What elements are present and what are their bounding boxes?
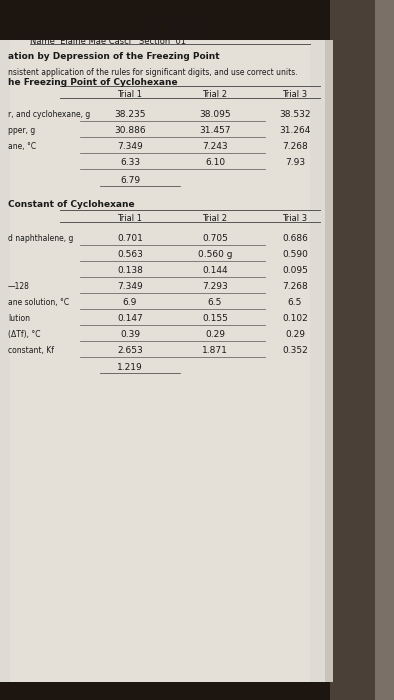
Text: 6.10: 6.10: [205, 158, 225, 167]
Text: 0.590: 0.590: [282, 250, 308, 259]
Text: 2.653: 2.653: [117, 346, 143, 355]
Text: 0.29: 0.29: [285, 330, 305, 339]
Text: Trial 2: Trial 2: [203, 214, 227, 223]
Text: pper, g: pper, g: [8, 126, 35, 135]
Text: 31.264: 31.264: [279, 126, 311, 135]
Text: 7.268: 7.268: [282, 282, 308, 291]
Bar: [0, 682, 394, 700]
Text: 7.243: 7.243: [202, 142, 228, 151]
Text: 0.155: 0.155: [202, 314, 228, 323]
Text: 7.268: 7.268: [282, 142, 308, 151]
Text: 0.701: 0.701: [117, 234, 143, 243]
Text: 7.349: 7.349: [117, 142, 143, 151]
Text: 31.457: 31.457: [199, 126, 231, 135]
Text: 0.095: 0.095: [282, 266, 308, 275]
Text: 0.144: 0.144: [202, 266, 228, 275]
Text: lution: lution: [8, 314, 30, 323]
Text: ation by Depression of the Freezing Point: ation by Depression of the Freezing Poin…: [8, 52, 219, 61]
Text: Trial 1: Trial 1: [117, 214, 143, 223]
Text: 38.095: 38.095: [199, 110, 231, 119]
Text: 7.349: 7.349: [117, 282, 143, 291]
Text: he Freezing Point of Cyclohexane: he Freezing Point of Cyclohexane: [8, 78, 178, 87]
Bar: [0, 0, 394, 40]
Text: 6.79: 6.79: [120, 176, 140, 185]
Text: 1.871: 1.871: [202, 346, 228, 355]
Text: ane solution, °C: ane solution, °C: [8, 298, 69, 307]
Text: 6.1   6.0  6.1: 6.1 6.0 6.1: [146, 18, 204, 27]
Text: 6.5: 6.5: [208, 298, 222, 307]
Text: 6.5: 6.5: [288, 298, 302, 307]
Text: Name  Elaine Mae Casci   Section  01: Name Elaine Mae Casci Section 01: [30, 37, 186, 46]
Text: Trial 1: Trial 1: [117, 90, 143, 99]
Bar: [0, 40, 330, 682]
Bar: [10, 40, 310, 682]
Text: 7.93: 7.93: [285, 158, 305, 167]
Text: r, and cyclohexane, g: r, and cyclohexane, g: [8, 110, 90, 119]
Text: 1.219: 1.219: [117, 363, 143, 372]
Text: 4.0   40   41.: 4.0 40 41.: [147, 27, 204, 36]
Text: —128: —128: [8, 282, 30, 291]
Text: 0.147: 0.147: [117, 314, 143, 323]
Text: (ΔTf), °C: (ΔTf), °C: [8, 330, 41, 339]
Text: 30.886: 30.886: [114, 126, 146, 135]
Text: 0.352: 0.352: [282, 346, 308, 355]
Text: 0.39: 0.39: [120, 330, 140, 339]
Text: 0.705: 0.705: [202, 234, 228, 243]
Text: Trial 3: Trial 3: [282, 90, 308, 99]
Text: Trial 2: Trial 2: [203, 90, 227, 99]
Text: 0.560 g: 0.560 g: [198, 250, 232, 259]
Text: d naphthalene, g: d naphthalene, g: [8, 234, 73, 243]
Text: 6.33: 6.33: [120, 158, 140, 167]
Text: Constant of Cyclohexane: Constant of Cyclohexane: [8, 200, 135, 209]
Text: 38.532: 38.532: [279, 110, 311, 119]
Text: 7.293: 7.293: [202, 282, 228, 291]
Text: nsistent application of the rules for significant digits, and use correct units.: nsistent application of the rules for si…: [8, 68, 297, 77]
Bar: [375, 0, 394, 700]
Text: 0.102: 0.102: [282, 314, 308, 323]
Text: constant, Kf: constant, Kf: [8, 346, 54, 355]
Text: 0.29: 0.29: [205, 330, 225, 339]
Text: 0.138: 0.138: [117, 266, 143, 275]
Bar: [330, 0, 394, 700]
Text: 6.9: 6.9: [123, 298, 137, 307]
Text: 38.235: 38.235: [114, 110, 146, 119]
Bar: [325, 40, 333, 682]
Text: 0.563: 0.563: [117, 250, 143, 259]
Text: Trial 3: Trial 3: [282, 214, 308, 223]
Text: 0.686: 0.686: [282, 234, 308, 243]
Text: ane, °C: ane, °C: [8, 142, 36, 151]
